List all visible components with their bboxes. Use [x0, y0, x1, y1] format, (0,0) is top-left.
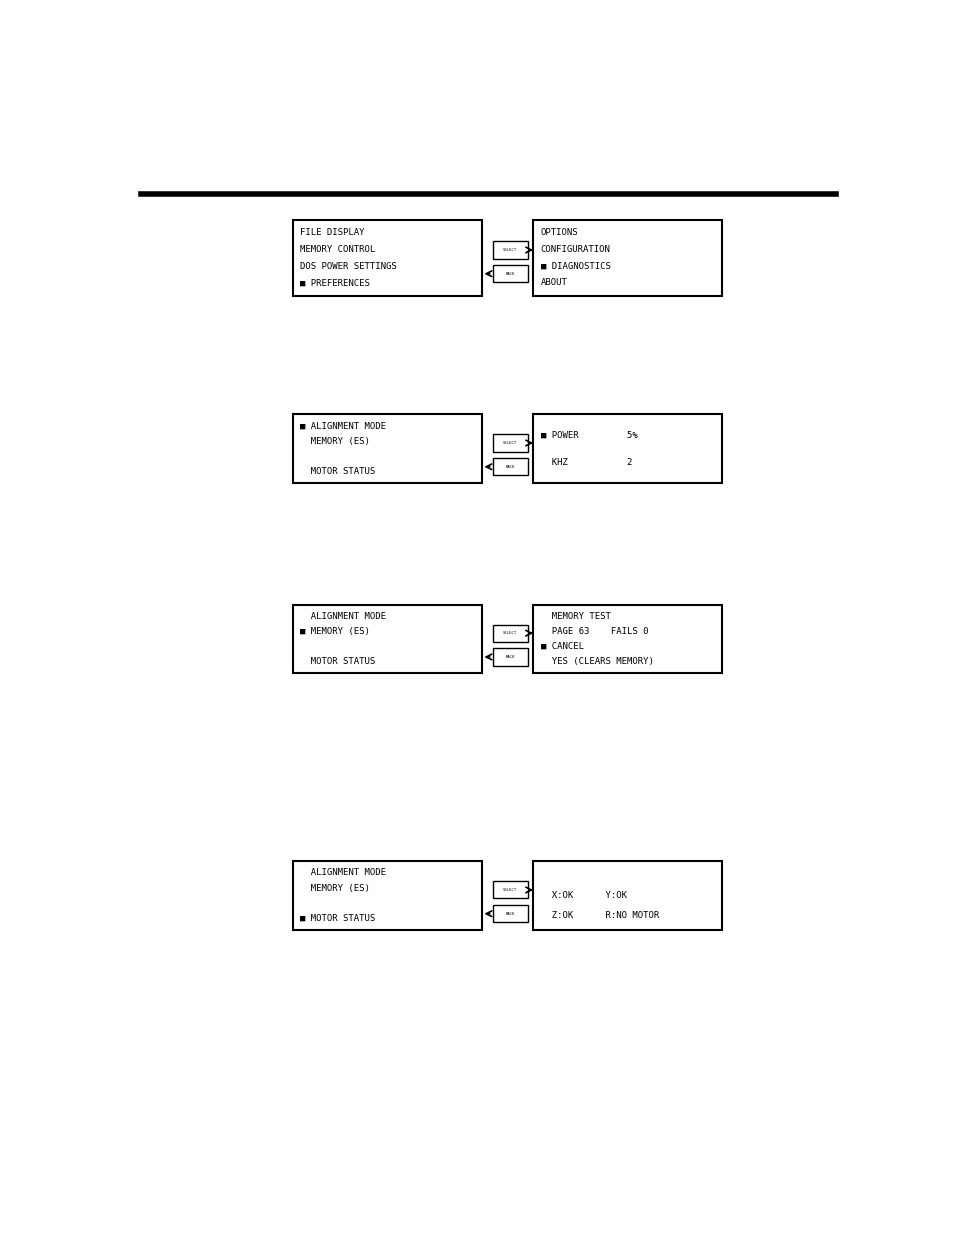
Text: MOTOR STATUS: MOTOR STATUS — [300, 467, 375, 475]
Text: MEMORY (ES): MEMORY (ES) — [300, 437, 370, 446]
Text: ■ MEMORY (ES): ■ MEMORY (ES) — [300, 627, 370, 636]
Text: ■ PREFERENCES: ■ PREFERENCES — [300, 278, 370, 288]
Text: ALIGNMENT MODE: ALIGNMENT MODE — [300, 611, 386, 620]
Text: BACK: BACK — [505, 272, 515, 275]
Text: ■ DIAGNOSTICS: ■ DIAGNOSTICS — [540, 262, 610, 270]
Text: MEMORY (ES): MEMORY (ES) — [300, 883, 370, 893]
Text: OPTIONS: OPTIONS — [540, 227, 578, 237]
Bar — [533, 862, 721, 930]
Text: X:OK      Y:OK: X:OK Y:OK — [540, 892, 626, 900]
Text: MEMORY TEST: MEMORY TEST — [540, 611, 610, 620]
Bar — [492, 458, 528, 475]
Bar — [492, 241, 528, 258]
Text: SELECT: SELECT — [503, 888, 517, 892]
Text: MEMORY CONTROL: MEMORY CONTROL — [300, 245, 375, 253]
Text: ■ CANCEL: ■ CANCEL — [540, 642, 583, 651]
Bar — [492, 266, 528, 283]
Bar — [293, 605, 481, 673]
Bar — [492, 648, 528, 666]
Bar — [533, 605, 721, 673]
Text: CONFIGURATION: CONFIGURATION — [540, 245, 610, 253]
Text: DOS POWER SETTINGS: DOS POWER SETTINGS — [300, 262, 396, 270]
Text: BACK: BACK — [505, 655, 515, 659]
Text: ALIGNMENT MODE: ALIGNMENT MODE — [300, 868, 386, 877]
Text: FILE DISPLAY: FILE DISPLAY — [300, 227, 364, 237]
Text: BACK: BACK — [505, 464, 515, 469]
Text: Z:OK      R:NO MOTOR: Z:OK R:NO MOTOR — [540, 910, 659, 920]
Bar — [492, 435, 528, 452]
Text: SELECT: SELECT — [503, 441, 517, 445]
Text: SELECT: SELECT — [503, 631, 517, 635]
Bar — [492, 905, 528, 923]
Text: ■ POWER         5%: ■ POWER 5% — [540, 431, 637, 440]
Text: SELECT: SELECT — [503, 248, 517, 252]
Bar — [533, 415, 721, 483]
Text: ■ ALIGNMENT MODE: ■ ALIGNMENT MODE — [300, 421, 386, 430]
Text: BACK: BACK — [505, 911, 515, 915]
Bar — [492, 625, 528, 642]
Bar — [533, 220, 721, 295]
Bar — [293, 862, 481, 930]
Text: PAGE 63    FAILS 0: PAGE 63 FAILS 0 — [540, 627, 647, 636]
Text: MOTOR STATUS: MOTOR STATUS — [300, 657, 375, 666]
Text: ■ MOTOR STATUS: ■ MOTOR STATUS — [300, 914, 375, 923]
Text: KHZ           2: KHZ 2 — [540, 458, 632, 467]
Bar — [293, 415, 481, 483]
Text: ABOUT: ABOUT — [540, 278, 567, 288]
Text: YES (CLEARS MEMORY): YES (CLEARS MEMORY) — [540, 657, 653, 666]
Bar — [492, 882, 528, 899]
Bar — [293, 220, 481, 295]
